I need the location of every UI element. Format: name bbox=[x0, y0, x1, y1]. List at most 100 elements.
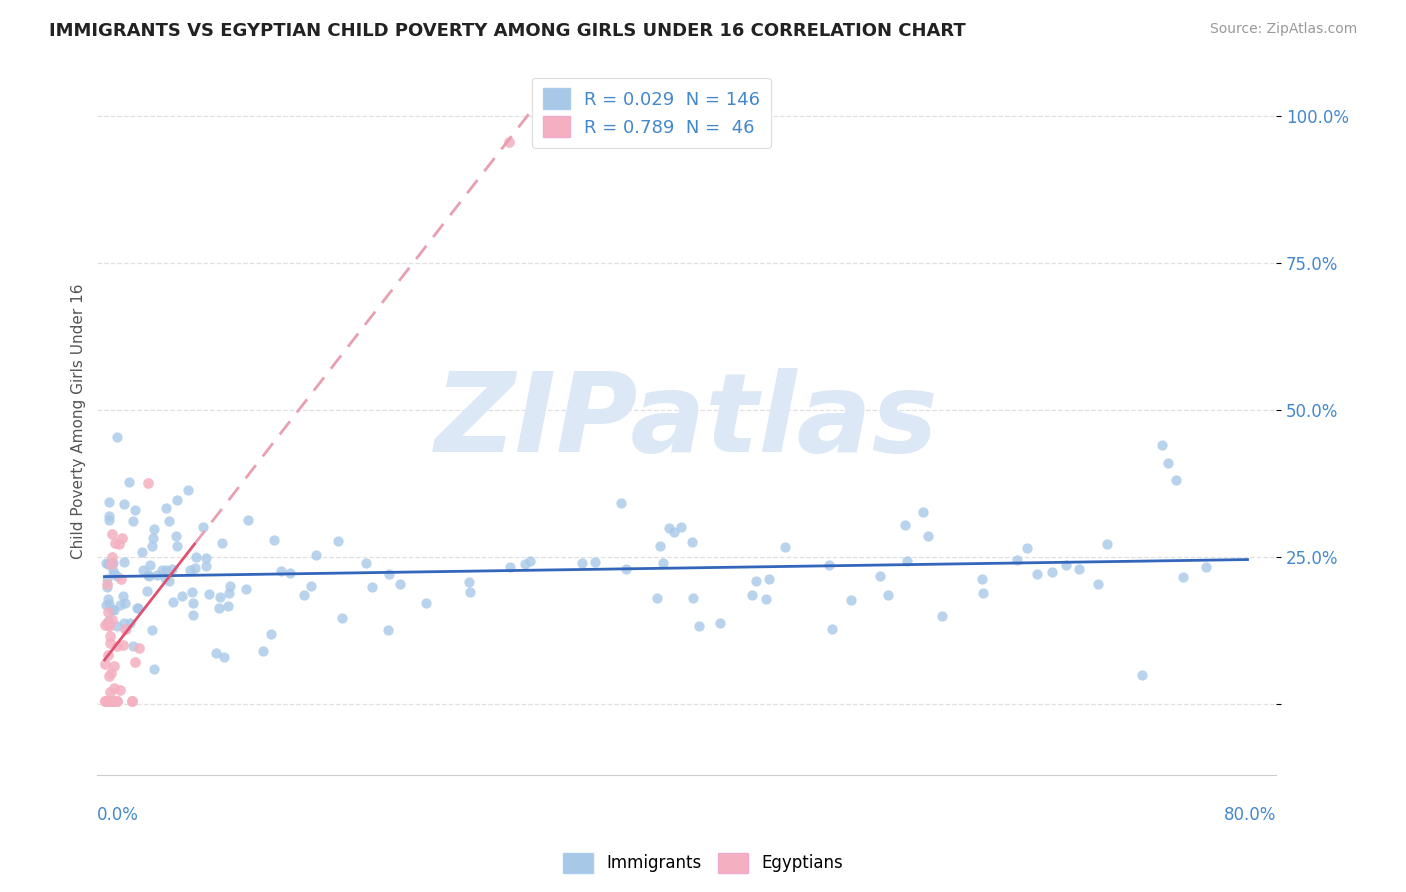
Point bbox=[155, 500, 177, 515]
Point bbox=[1097, 537, 1119, 551]
Point bbox=[96, 616, 118, 631]
Point bbox=[96, 572, 118, 586]
Point bbox=[136, 568, 159, 582]
Point bbox=[108, 598, 131, 612]
Point bbox=[184, 549, 207, 564]
Point bbox=[155, 563, 177, 577]
Point bbox=[97, 508, 120, 523]
Point bbox=[191, 520, 214, 534]
Point bbox=[1157, 456, 1180, 470]
Point bbox=[931, 609, 953, 624]
Point bbox=[305, 548, 328, 562]
Point bbox=[299, 579, 322, 593]
Point bbox=[98, 628, 121, 642]
Point bbox=[97, 591, 120, 606]
Point bbox=[162, 594, 184, 608]
Point bbox=[1152, 438, 1174, 452]
Point bbox=[669, 519, 692, 533]
Point bbox=[218, 586, 240, 600]
Point bbox=[103, 694, 125, 708]
Point bbox=[166, 492, 188, 507]
Point bbox=[132, 563, 155, 577]
Point bbox=[103, 603, 125, 617]
Point bbox=[650, 539, 672, 553]
Point bbox=[100, 558, 122, 572]
Point bbox=[101, 526, 124, 541]
Point bbox=[896, 554, 918, 568]
Point bbox=[217, 599, 239, 614]
Point bbox=[821, 623, 844, 637]
Point bbox=[218, 579, 240, 593]
Point bbox=[118, 616, 141, 631]
Point bbox=[166, 540, 188, 554]
Point bbox=[214, 650, 236, 665]
Point bbox=[143, 522, 166, 536]
Point bbox=[179, 563, 201, 577]
Point bbox=[1130, 667, 1153, 681]
Point bbox=[1195, 560, 1218, 574]
Point bbox=[172, 589, 194, 603]
Point bbox=[97, 619, 120, 633]
Point bbox=[160, 562, 183, 576]
Point bbox=[152, 563, 174, 577]
Point bbox=[205, 646, 228, 660]
Point bbox=[97, 606, 120, 620]
Point bbox=[609, 496, 631, 510]
Point bbox=[97, 597, 120, 611]
Point bbox=[103, 658, 125, 673]
Point bbox=[157, 514, 180, 528]
Point bbox=[104, 536, 127, 550]
Point bbox=[651, 556, 673, 570]
Point bbox=[972, 586, 994, 600]
Point bbox=[354, 557, 377, 571]
Point bbox=[127, 600, 149, 615]
Text: 0.0%: 0.0% bbox=[97, 806, 139, 824]
Point bbox=[869, 569, 891, 583]
Point bbox=[1026, 566, 1049, 581]
Point bbox=[101, 564, 124, 578]
Point bbox=[121, 639, 143, 653]
Point bbox=[94, 694, 117, 708]
Point bbox=[135, 584, 157, 599]
Point bbox=[499, 560, 522, 574]
Point bbox=[139, 558, 162, 572]
Point bbox=[138, 569, 160, 583]
Point bbox=[270, 565, 292, 579]
Point bbox=[103, 566, 125, 581]
Point bbox=[98, 513, 121, 527]
Point bbox=[260, 627, 283, 641]
Legend: Immigrants, Egyptians: Immigrants, Egyptians bbox=[557, 847, 849, 880]
Point bbox=[238, 513, 260, 527]
Point bbox=[98, 636, 121, 650]
Point bbox=[917, 529, 939, 543]
Point bbox=[195, 550, 218, 565]
Point bbox=[97, 615, 120, 629]
Point bbox=[263, 533, 285, 547]
Point bbox=[378, 567, 401, 582]
Point bbox=[688, 619, 710, 633]
Point bbox=[98, 669, 121, 683]
Point bbox=[124, 656, 146, 670]
Point bbox=[647, 591, 669, 605]
Point bbox=[97, 648, 120, 662]
Point bbox=[124, 502, 146, 516]
Point bbox=[252, 644, 274, 658]
Point bbox=[128, 640, 150, 655]
Point bbox=[1171, 569, 1194, 583]
Point bbox=[682, 591, 704, 606]
Point bbox=[235, 582, 257, 596]
Point bbox=[100, 556, 122, 570]
Point bbox=[1087, 577, 1109, 591]
Point bbox=[1067, 562, 1090, 576]
Point bbox=[94, 598, 117, 612]
Point bbox=[662, 524, 685, 539]
Point bbox=[98, 495, 121, 509]
Point bbox=[911, 505, 934, 519]
Point bbox=[127, 601, 149, 615]
Point bbox=[583, 555, 606, 569]
Point bbox=[388, 577, 411, 591]
Point bbox=[103, 556, 125, 570]
Point bbox=[142, 531, 165, 545]
Text: IMMIGRANTS VS EGYPTIAN CHILD POVERTY AMONG GIRLS UNDER 16 CORRELATION CHART: IMMIGRANTS VS EGYPTIAN CHILD POVERTY AMO… bbox=[49, 22, 966, 40]
Point bbox=[101, 549, 124, 564]
